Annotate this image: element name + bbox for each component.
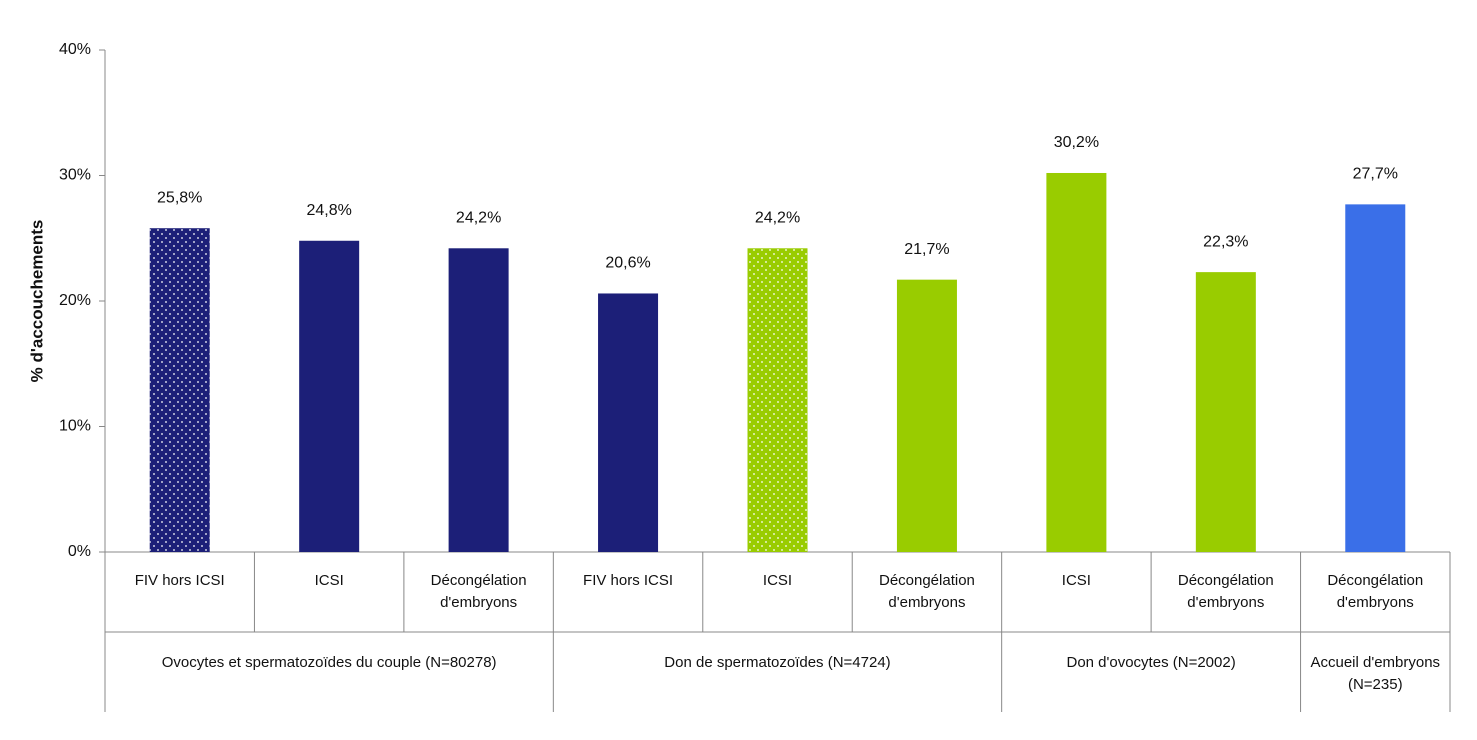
y-tick-label: 30%	[59, 167, 91, 184]
bar-pattern	[149, 228, 210, 552]
category-label-box: ICSI	[762, 572, 793, 589]
category-label-box: Décongélation d'embryons	[1177, 572, 1274, 611]
bar	[598, 293, 659, 552]
category-label: Décongélation d'embryons	[878, 572, 975, 611]
value-label: 27,7%	[1353, 166, 1398, 183]
group-label: Don d'ovocytes (N=2002)	[1066, 654, 1236, 671]
group-label-box: Ovocytes et spermatozoïdes du couple (N=…	[161, 654, 497, 671]
y-tick-label: 10%	[59, 418, 91, 435]
category-label: FIV hors ICSI	[583, 572, 674, 589]
bar	[1046, 172, 1107, 553]
y-tick-label: 40%	[59, 41, 91, 58]
category-label: FIV hors ICSI	[134, 572, 225, 589]
value-label: 22,3%	[1203, 233, 1248, 250]
group-label: Accueil d'embryons (N=235)	[1310, 654, 1441, 693]
category-label: Décongélation d'embryons	[1177, 572, 1274, 611]
category-label-box: Décongélation d'embryons	[1327, 572, 1424, 611]
bar	[1195, 272, 1256, 552]
value-label: 20,6%	[605, 255, 650, 272]
group-label: Ovocytes et spermatozoïdes du couple (N=…	[161, 654, 497, 671]
y-tick-label: 0%	[68, 543, 91, 560]
category-label-box: Décongélation d'embryons	[430, 572, 527, 611]
category-label-box: FIV hors ICSI	[134, 572, 225, 589]
category-label-box: Décongélation d'embryons	[878, 572, 975, 611]
value-label: 21,7%	[904, 241, 949, 258]
category-label-box: ICSI	[1061, 572, 1091, 589]
bar	[896, 279, 957, 552]
group-label-box: Accueil d'embryons (N=235)	[1310, 654, 1441, 693]
group-label-box: Don d'ovocytes (N=2002)	[1066, 654, 1236, 671]
value-label: 30,2%	[1054, 134, 1099, 151]
category-label: Décongélation d'embryons	[430, 572, 527, 611]
category-label: ICSI	[314, 572, 344, 589]
category-label: ICSI	[762, 572, 793, 589]
y-tick-label: 20%	[59, 292, 91, 309]
bar-pattern	[747, 248, 808, 553]
category-label: ICSI	[1061, 572, 1091, 589]
category-label-box: ICSI	[314, 572, 344, 589]
value-label: 24,2%	[755, 210, 800, 227]
category-label-box: FIV hors ICSI	[583, 572, 674, 589]
bar	[448, 248, 509, 553]
bar	[1345, 204, 1406, 553]
y-axis-title: % d'accouchements	[27, 220, 46, 383]
category-label: Décongélation d'embryons	[1327, 572, 1424, 611]
value-label: 25,8%	[157, 189, 202, 206]
group-label-box: Don de spermatozoïdes (N=4724)	[664, 654, 891, 671]
bar	[299, 240, 360, 552]
group-label: Don de spermatozoïdes (N=4724)	[664, 654, 891, 671]
value-label: 24,8%	[306, 202, 351, 219]
value-label: 24,2%	[456, 210, 501, 227]
